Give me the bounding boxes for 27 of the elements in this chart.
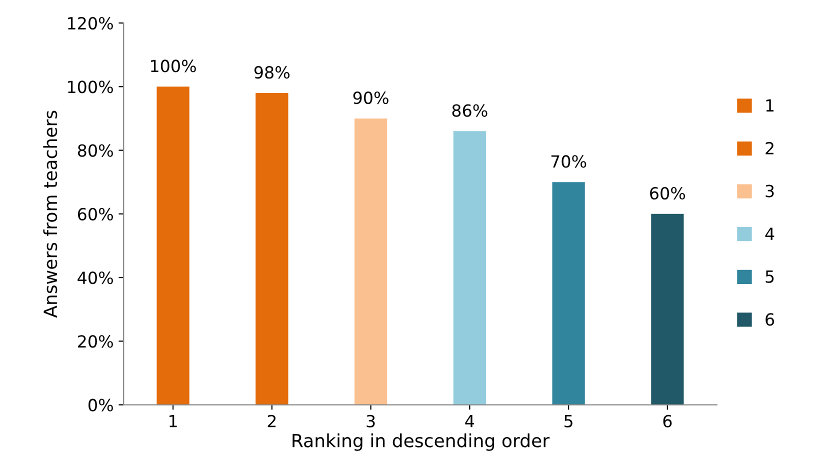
legend-label: 1 — [766, 99, 774, 112]
y-axis-title: Answers from teachers — [43, 110, 58, 318]
x-tick-label: 5 — [564, 415, 572, 428]
legend-label: 6 — [766, 313, 774, 326]
data-label: 90% — [353, 92, 388, 104]
data-label: 98% — [254, 66, 290, 79]
data-label: 86% — [452, 104, 488, 117]
data-label: 70% — [551, 155, 586, 168]
y-tick-label: 120% — [68, 16, 113, 30]
y-tick-label: 100% — [68, 80, 113, 94]
x-axis-title: Ranking in descending order — [292, 433, 550, 451]
y-tick-label: 0% — [88, 398, 113, 412]
legend-label: 3 — [766, 184, 774, 198]
legend-label: 2 — [766, 142, 774, 154]
data-label: 60% — [650, 186, 686, 200]
x-tick-label: 2 — [268, 414, 276, 428]
y-tick-label: 60% — [78, 208, 113, 220]
y-tick-label: 80% — [78, 144, 113, 157]
data-label: 100% — [151, 60, 196, 72]
y-tick-label: 20% — [78, 335, 113, 348]
legend-label: 4 — [765, 228, 774, 240]
legend-label: 5 — [766, 270, 774, 283]
x-tick-label: 3 — [366, 414, 375, 428]
x-tick-label: 6 — [663, 414, 672, 428]
y-tick-label: 40% — [78, 271, 113, 284]
x-tick-label: 1 — [170, 415, 177, 428]
x-tick-label: 4 — [465, 415, 474, 428]
